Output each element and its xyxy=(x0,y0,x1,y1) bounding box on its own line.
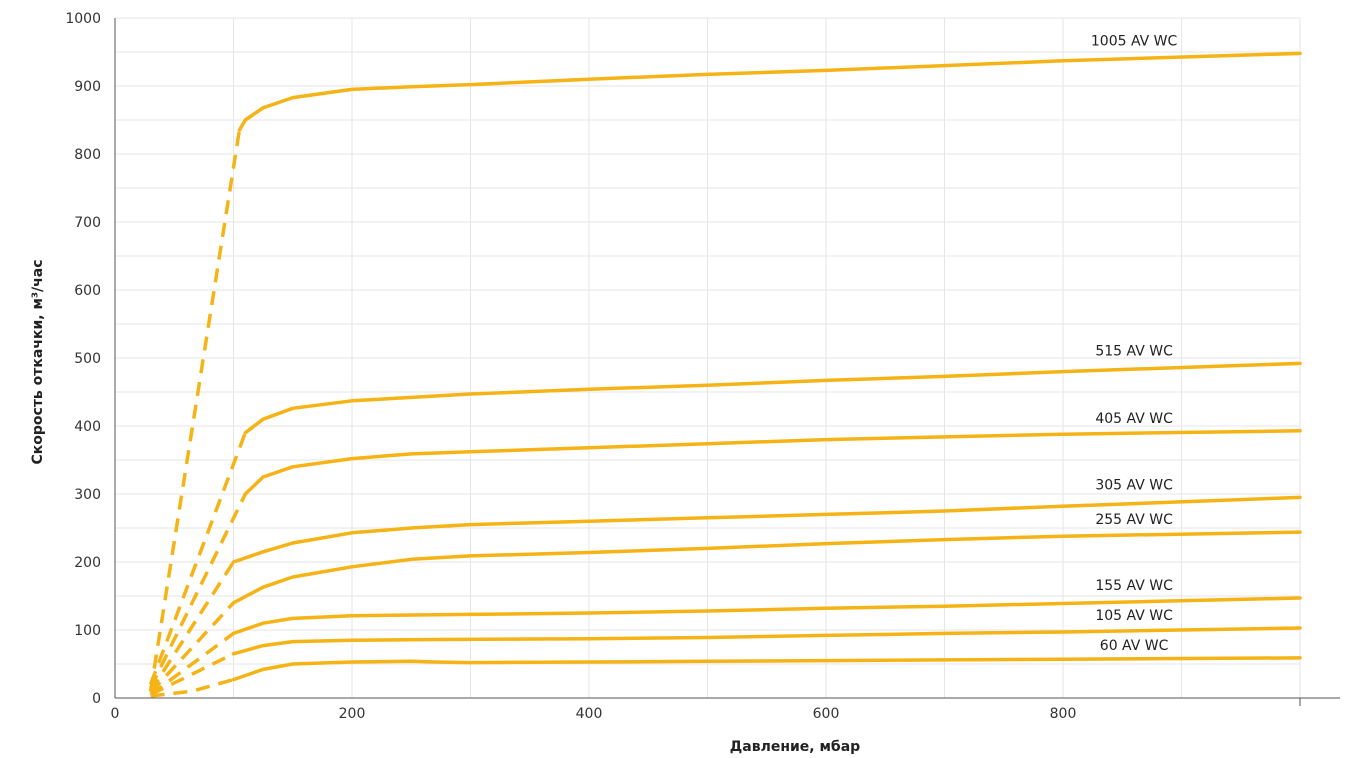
series-dashed-segment xyxy=(150,677,234,698)
series-dashed-segment xyxy=(149,601,235,694)
series-group xyxy=(148,51,1302,698)
series-label: 60 AV WC xyxy=(1100,638,1169,654)
y-tick-label: 1000 xyxy=(65,11,101,27)
y-tick-label: 500 xyxy=(74,351,101,367)
x-tick-label: 200 xyxy=(339,706,366,722)
y-tick-label: 600 xyxy=(74,283,101,299)
y-tick-label: 800 xyxy=(74,147,101,163)
series-line xyxy=(243,361,1302,435)
series-line xyxy=(237,51,1302,132)
series-label: 1005 AV WC xyxy=(1091,33,1178,49)
series-label: 405 AV WC xyxy=(1095,411,1173,427)
series-line xyxy=(231,596,1302,636)
x-tick-label: 800 xyxy=(1050,706,1077,722)
series-dashed-segment xyxy=(149,561,235,693)
series-line xyxy=(231,656,1302,682)
y-axis-title: Скорость откачки, м³/час xyxy=(30,259,46,464)
y-tick-label: 100 xyxy=(74,623,101,639)
series-dashed-segment xyxy=(148,129,242,692)
series-dashed-segment xyxy=(149,631,235,697)
series-line xyxy=(231,626,1302,656)
series-label: 155 AV WC xyxy=(1095,578,1173,594)
axes: 0 200 400 600 800 0 100 200 300 400 500 600 700 800 90… xyxy=(65,11,1340,722)
series-label: 515 AV WC xyxy=(1095,343,1173,359)
x-tick-label: 0 xyxy=(111,706,120,722)
series-line xyxy=(243,429,1302,496)
series-line xyxy=(231,530,1302,605)
series-line xyxy=(231,495,1302,564)
y-tick-label: 300 xyxy=(74,487,101,503)
series-dashed-segment xyxy=(148,432,247,686)
x-tick-label: 400 xyxy=(576,706,603,722)
series-dashed-segment xyxy=(149,493,247,689)
series-label: 305 AV WC xyxy=(1095,477,1173,493)
y-tick-label: 700 xyxy=(74,215,101,231)
series-labels: 1005 AV WC 515 AV WC 405 AV WC 305 AV WC 255… xyxy=(1091,33,1178,654)
series-label: 105 AV WC xyxy=(1095,608,1173,624)
series-dashed-segment xyxy=(149,652,235,697)
y-tick-label: 900 xyxy=(74,79,101,95)
x-tick-label: 600 xyxy=(813,706,840,722)
y-tick-label: 200 xyxy=(74,555,101,571)
y-tick-label: 400 xyxy=(74,419,101,435)
y-tick-label: 0 xyxy=(92,691,101,707)
x-axis-title: Давление, мбар xyxy=(730,739,860,755)
series-label: 255 AV WC xyxy=(1095,512,1173,528)
